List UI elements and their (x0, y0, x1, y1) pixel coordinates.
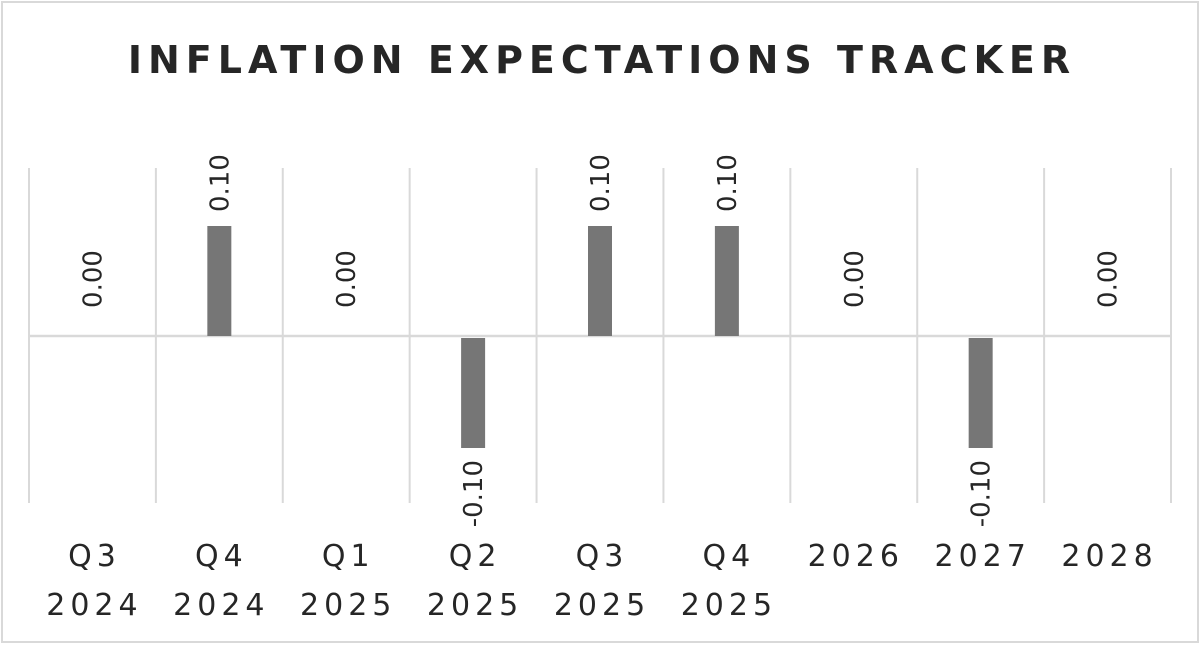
x-tick-label: 2026 (808, 539, 904, 574)
data-label: -0.10 (967, 460, 997, 527)
data-label: -0.10 (459, 460, 489, 527)
data-label: 0.00 (1094, 250, 1124, 308)
x-tick-label: 2025 (427, 588, 523, 623)
bars (207, 226, 993, 448)
data-label: 0.10 (713, 154, 743, 212)
bar (461, 338, 486, 448)
x-tick-label: 2028 (1061, 539, 1157, 574)
x-tick-label: 2025 (554, 588, 650, 623)
x-tick-label: 2025 (681, 588, 777, 623)
x-tick-label: 2024 (173, 588, 269, 623)
x-tick-label: Q2 (449, 539, 502, 574)
data-label: 0.10 (205, 154, 235, 212)
bar (588, 226, 612, 336)
bar (968, 338, 993, 448)
chart-title: INFLATION EXPECTATIONS TRACKER (127, 38, 1077, 82)
x-tick-label: Q4 (703, 539, 756, 574)
data-label: 0.10 (586, 154, 616, 212)
x-tick-label: Q1 (322, 539, 375, 574)
data-label: 0.00 (78, 250, 108, 308)
data-labels: 0.00 0.10 0.00 -0.10 0.10 0.10 0.00 -0.10 0.00 (78, 154, 1123, 527)
data-label: 0.00 (840, 250, 870, 308)
bar (714, 226, 739, 336)
data-label: 0.00 (332, 250, 362, 308)
x-tick-label: 2024 (46, 588, 142, 623)
x-tick-label: 2025 (300, 588, 396, 623)
x-tick-label: 2027 (934, 539, 1030, 574)
x-tick-label: Q3 (576, 539, 629, 574)
bar (207, 226, 232, 336)
x-tick-label: Q4 (195, 539, 248, 574)
x-tick-label: Q3 (68, 539, 121, 574)
x-axis-tick-labels: Q3 2024 Q4 2024 Q1 2025 Q2 2025 Q3 2025 Q4 2025 2026… (46, 539, 1157, 623)
